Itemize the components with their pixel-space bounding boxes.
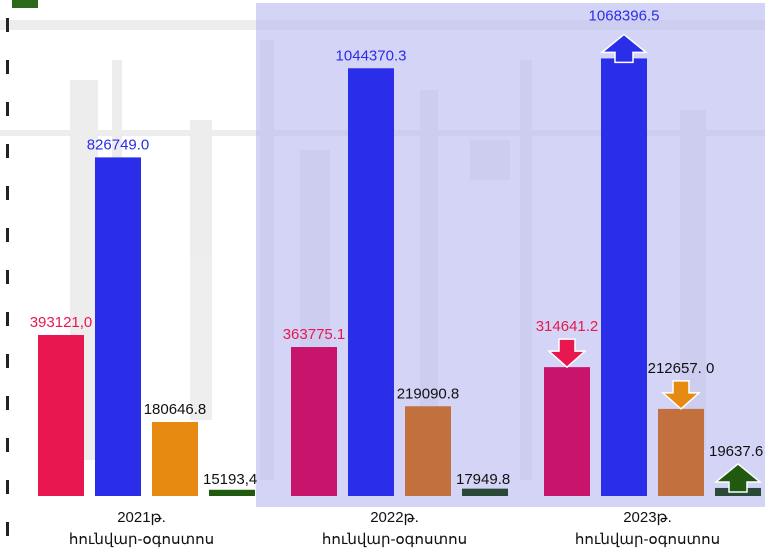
bar-series-2-cat-0 <box>152 422 198 496</box>
bar-series-1-cat-0 <box>95 157 141 496</box>
value-label-series-2-cat-2: 212657. 0 <box>648 360 715 377</box>
category-label-2-line-0: 2023թ. <box>623 509 672 526</box>
value-label-series-3-cat-0: 15193,4 <box>203 471 257 488</box>
value-label-series-0-cat-1: 363775.1 <box>283 326 346 343</box>
trend-arrow-down-series-0 <box>547 338 587 369</box>
value-label-series-2-cat-0: 180646.8 <box>144 401 207 418</box>
value-label-series-0-cat-2: 314641.2 <box>536 318 599 335</box>
category-label-0-line-0: 2021թ. <box>117 509 166 526</box>
category-label-1-line-1: հունվար-օգոստոս <box>322 531 467 548</box>
value-label-series-0-cat-0: 393121,0 <box>30 314 93 331</box>
bar-series-0-cat-0 <box>38 334 84 496</box>
bar-series-1-cat-2 <box>601 58 647 496</box>
value-label-series-3-cat-1: 17949.8 <box>456 471 510 488</box>
trend-arrow-up-series-3 <box>713 462 763 493</box>
bar-series-1-cat-1 <box>348 68 394 496</box>
trend-arrow-up-series-1 <box>599 33 649 64</box>
bar-series-3-cat-1 <box>462 488 508 496</box>
bar-series-0-cat-2 <box>544 367 590 496</box>
trend-arrow-down-series-2 <box>661 380 701 410</box>
category-label-1-line-0: 2022թ. <box>370 509 419 526</box>
value-label-series-1-cat-1: 1044370.3 <box>336 47 407 64</box>
value-label-series-1-cat-0: 826749.0 <box>87 136 150 153</box>
bar-series-2-cat-1 <box>405 406 451 496</box>
value-label-series-3-cat-2: 19637.6 <box>709 443 763 460</box>
category-label-2-line-1: հունվար-օգոստոս <box>575 531 720 548</box>
bar-series-3-cat-0 <box>209 489 255 496</box>
bar-series-0-cat-1 <box>291 347 337 496</box>
bar-series-2-cat-2 <box>658 408 704 496</box>
value-label-series-1-cat-2: 1068396.5 <box>589 7 660 24</box>
value-label-series-2-cat-1: 219090.8 <box>397 385 460 402</box>
category-label-0-line-1: հունվար-օգոստոս <box>69 531 214 548</box>
